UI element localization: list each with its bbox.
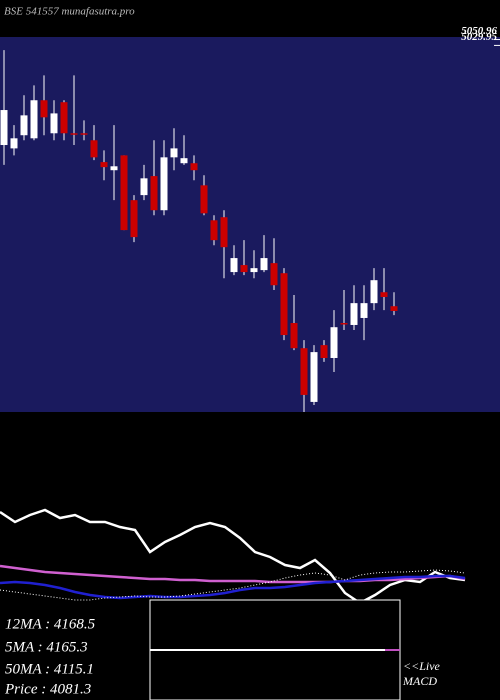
candle-body [10, 138, 18, 149]
y-tick-label: 5050.96 [461, 25, 497, 37]
candle-body [130, 200, 138, 238]
candle-body [210, 220, 218, 241]
candle-body [160, 157, 168, 211]
candle-body [230, 258, 238, 273]
candle-body [70, 133, 78, 135]
candle-body [370, 280, 378, 304]
price-label: Price : 4081.3 [4, 681, 91, 697]
candle-body [290, 323, 298, 349]
y-tick-label: 5029.95 [461, 31, 497, 43]
candle-body [40, 100, 48, 118]
candle-body [280, 273, 288, 336]
candle-body [380, 292, 388, 297]
candle-body [150, 176, 158, 211]
candle-body [30, 100, 38, 139]
candle-body [170, 148, 178, 158]
candle-body [120, 155, 128, 231]
candle-body [300, 348, 308, 395]
candle-body [80, 133, 88, 135]
candle-body [330, 327, 338, 358]
candle-body [200, 185, 208, 214]
candle-body [260, 258, 268, 271]
candle-body [50, 113, 58, 134]
candle-body [0, 110, 8, 146]
candle-body [350, 303, 358, 325]
ma-label: 5MA : 4165.3 [5, 639, 88, 655]
candle-body [140, 178, 148, 196]
macd-label: <<Live [403, 659, 441, 673]
ma-label: 12MA : 4168.5 [5, 616, 96, 632]
candle-body [90, 140, 98, 158]
ma-label: 50MA : 4115.1 [5, 661, 94, 677]
candle-body [110, 166, 118, 171]
candle-body [220, 217, 228, 248]
candle-body [60, 102, 68, 134]
chart-title: BSE 541557 munafasutra.pro [4, 6, 135, 18]
candle-body [340, 323, 348, 325]
candle-body [100, 162, 108, 168]
candle-body [240, 265, 248, 273]
price-panel-background [0, 37, 500, 412]
candle-body [250, 268, 258, 273]
candle-body [360, 303, 368, 318]
candle-body [270, 263, 278, 286]
candle-body [310, 352, 318, 402]
indicator-line [0, 569, 466, 601]
indicator-line [0, 564, 466, 584]
candle-body [190, 163, 198, 171]
candle-body [20, 115, 28, 136]
candle-body [390, 306, 398, 311]
macd-label: MACD [402, 674, 437, 688]
indicator-line [0, 574, 466, 600]
candle-body [180, 158, 188, 164]
indicator-line [0, 508, 466, 605]
candle-body [320, 345, 328, 358]
